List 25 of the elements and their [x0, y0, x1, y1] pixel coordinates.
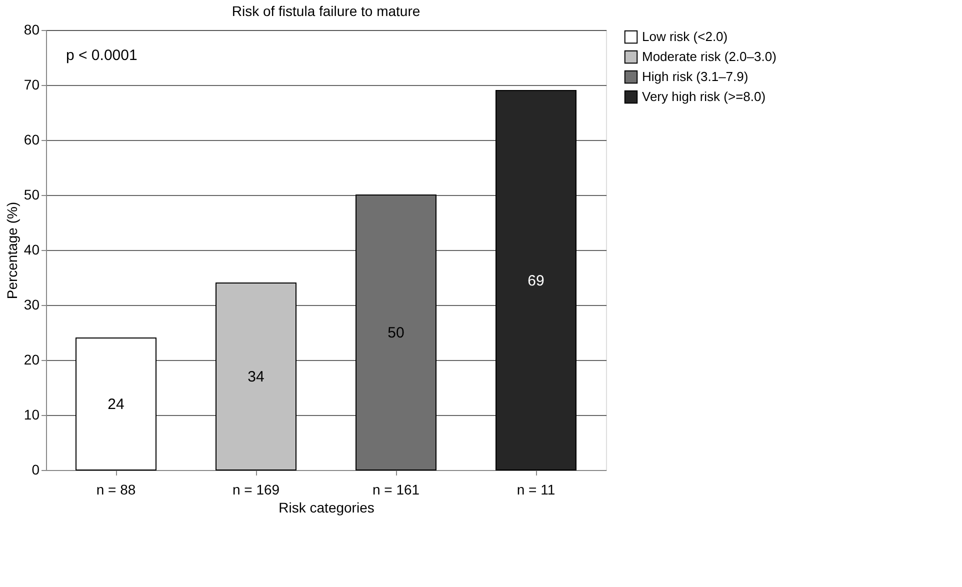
y-tick-label: 70	[24, 76, 40, 92]
legend-label: High risk (3.1–7.9)	[642, 69, 748, 84]
y-axis-title: Percentage (%)	[4, 202, 20, 300]
x-axis-title: Risk categories	[278, 500, 374, 516]
y-tick-label: 10	[24, 406, 40, 422]
y-tick-label: 0	[32, 462, 40, 478]
y-tick-label: 60	[24, 132, 40, 148]
x-tick-label: n = 169	[232, 482, 280, 498]
x-tick-label: n = 88	[96, 482, 136, 498]
legend-label: Low risk (<2.0)	[642, 29, 728, 44]
data-label: 34	[248, 368, 264, 386]
x-tick-label: n = 161	[372, 482, 420, 498]
y-tick-label: 40	[24, 242, 40, 258]
y-tick-label: 20	[24, 352, 40, 368]
y-tick-label: 80	[24, 22, 40, 38]
annotation: p < 0.0001	[66, 47, 138, 64]
data-label: 50	[388, 324, 404, 342]
data-label: 69	[528, 272, 544, 290]
x-tick-label: n = 11	[516, 482, 556, 498]
y-tick-label: 50	[24, 186, 40, 202]
legend-label: Very high risk (>=8.0)	[642, 89, 766, 104]
y-tick-label: 30	[24, 296, 40, 312]
data-label: 24	[108, 396, 124, 413]
chart-title: Risk of fistula failure to mature	[232, 3, 420, 19]
legend-label: Moderate risk (2.0–3.0)	[642, 49, 776, 64]
